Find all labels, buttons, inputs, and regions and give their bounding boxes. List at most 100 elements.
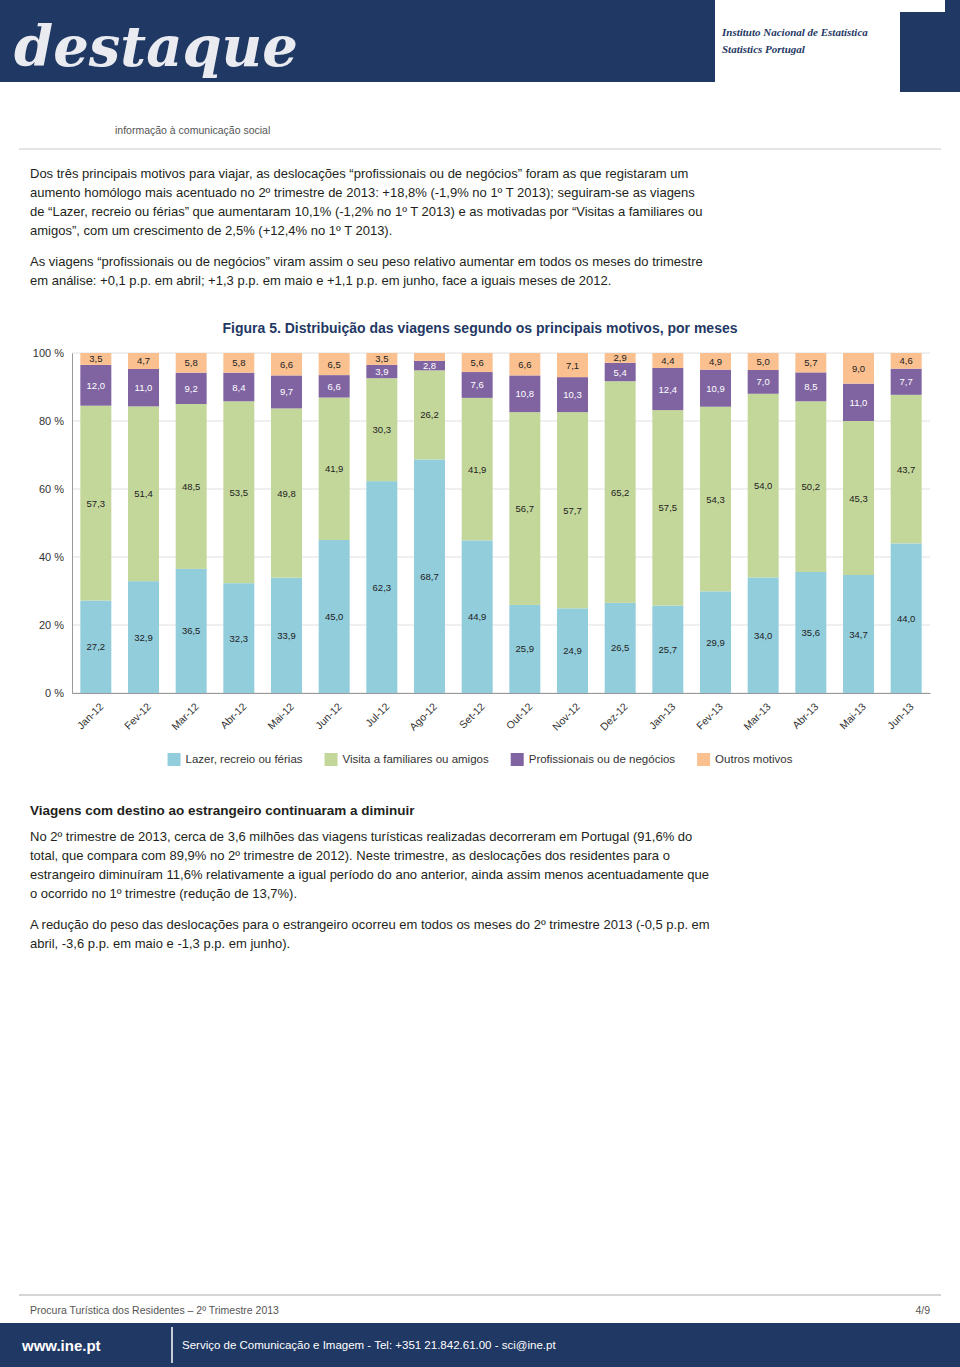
bar bbox=[223, 353, 254, 373]
data-label: 54,3 bbox=[706, 494, 725, 505]
bar bbox=[652, 410, 683, 606]
legend-label: Outros motivos bbox=[715, 753, 793, 765]
data-label: 51,4 bbox=[134, 488, 153, 499]
legend-item: Profissionais ou de negócios bbox=[511, 753, 676, 766]
legend-label: Lazer, recreio ou férias bbox=[186, 753, 303, 765]
data-label: 3,5 bbox=[89, 353, 102, 364]
bar bbox=[700, 370, 731, 407]
data-label: 33,9 bbox=[277, 630, 296, 641]
bar bbox=[128, 406, 159, 581]
data-label: 32,3 bbox=[230, 633, 249, 644]
bar bbox=[509, 375, 540, 412]
data-label: 9,2 bbox=[185, 383, 198, 394]
tick: Ago-12 bbox=[407, 700, 440, 733]
ine-accent bbox=[900, 12, 960, 92]
data-label: 57,7 bbox=[563, 505, 582, 516]
data-label: 30,3 bbox=[373, 424, 392, 435]
tick-label: Abr-12 bbox=[218, 700, 249, 731]
data-label: 57,5 bbox=[659, 502, 678, 513]
bar bbox=[366, 353, 397, 365]
bar bbox=[271, 375, 302, 408]
tick: 20 % bbox=[39, 619, 72, 631]
data-labels: 27,232,936,532,333,945,062,368,744,925,9… bbox=[87, 352, 916, 656]
tick: 100 % bbox=[33, 347, 72, 359]
tick-label: Mar-13 bbox=[741, 700, 773, 732]
tick-label: Jan-13 bbox=[646, 700, 677, 731]
data-label: 11,0 bbox=[135, 382, 153, 393]
bar bbox=[891, 543, 922, 693]
header-panel bbox=[0, 82, 445, 147]
axis-line bbox=[72, 354, 73, 694]
bar bbox=[843, 575, 874, 693]
legend-item: Outros motivos bbox=[697, 753, 793, 766]
legend-swatch bbox=[325, 753, 338, 766]
tick: Out-12 bbox=[503, 700, 534, 731]
legend-swatch bbox=[697, 753, 710, 766]
data-label: 5,8 bbox=[232, 357, 245, 368]
bar bbox=[605, 353, 636, 363]
tick: Mar-13 bbox=[741, 700, 773, 732]
data-label: 7,1 bbox=[566, 360, 579, 371]
data-label: 6,6 bbox=[328, 381, 341, 392]
bar bbox=[414, 459, 445, 693]
tick: Jun-13 bbox=[885, 700, 916, 731]
bar bbox=[366, 481, 397, 693]
data-label: 12,4 bbox=[659, 384, 678, 395]
footer-bar bbox=[0, 1323, 960, 1367]
bar bbox=[414, 370, 445, 459]
data-label: 2,9 bbox=[614, 352, 627, 363]
data-label: 43,7 bbox=[897, 464, 916, 475]
footer-website: www.ine.pt bbox=[21, 1337, 101, 1354]
body-text: o ocorrido no 1º trimestre (redução de 1… bbox=[30, 886, 297, 901]
data-label: 5,7 bbox=[804, 357, 817, 368]
tick: Jan-13 bbox=[646, 700, 677, 731]
body-text: Dos três principais motivos para viajar,… bbox=[30, 166, 688, 181]
bar bbox=[319, 540, 350, 693]
separator bbox=[19, 1295, 941, 1296]
legend-label: Profissionais ou de negócios bbox=[529, 753, 676, 765]
tick: Mai-12 bbox=[265, 700, 296, 731]
bar bbox=[748, 370, 779, 394]
tick: Jul-12 bbox=[363, 700, 392, 729]
data-label: 34,0 bbox=[754, 630, 773, 641]
tick: 0 % bbox=[45, 687, 72, 699]
data-label: 25,7 bbox=[659, 644, 678, 655]
tick-label: 100 % bbox=[33, 347, 64, 359]
bar bbox=[414, 361, 445, 371]
legend-item: Visita a familiares ou amigos bbox=[325, 753, 489, 766]
data-label: 36,5 bbox=[182, 625, 201, 636]
data-label: 56,7 bbox=[516, 503, 535, 514]
bar bbox=[557, 608, 588, 693]
footer-contact: Serviço de Comunicação e Imagem - Tel: +… bbox=[182, 1339, 556, 1351]
tick: Mai-13 bbox=[837, 700, 868, 731]
bar bbox=[176, 373, 207, 404]
body-text: de “Lazer, recreio ou férias” que aument… bbox=[30, 204, 702, 219]
bar bbox=[366, 365, 397, 378]
bar bbox=[80, 406, 111, 601]
ine-name: Statistics Portugal bbox=[722, 43, 806, 55]
bar bbox=[795, 372, 826, 401]
tick: Mar-12 bbox=[169, 700, 201, 732]
data-label: 45,3 bbox=[849, 493, 868, 504]
page: destaqueInstituto Nacional de Estatístic… bbox=[0, 0, 960, 1367]
footer-divider bbox=[171, 1327, 173, 1363]
bar bbox=[605, 381, 636, 603]
bar bbox=[843, 421, 874, 575]
bar bbox=[271, 353, 302, 375]
tick-label: Fev-12 bbox=[122, 700, 154, 732]
bar bbox=[80, 601, 111, 693]
data-label: 10,8 bbox=[516, 388, 535, 399]
tick: Dez-12 bbox=[597, 700, 630, 733]
bar bbox=[652, 606, 683, 693]
tick: Jan-12 bbox=[74, 700, 105, 731]
data-label: 3,9 bbox=[375, 366, 388, 377]
data-label: 48,5 bbox=[182, 481, 201, 492]
bar bbox=[843, 384, 874, 421]
data-label: 45,0 bbox=[325, 611, 344, 622]
data-label: 53,5 bbox=[230, 487, 249, 498]
data-label: 3,5 bbox=[375, 353, 388, 364]
chart: 27,232,936,532,333,945,062,368,744,925,9… bbox=[33, 347, 931, 733]
tick-label: Jul-12 bbox=[363, 700, 392, 729]
bar bbox=[223, 401, 254, 583]
data-label: 32,9 bbox=[134, 632, 153, 643]
